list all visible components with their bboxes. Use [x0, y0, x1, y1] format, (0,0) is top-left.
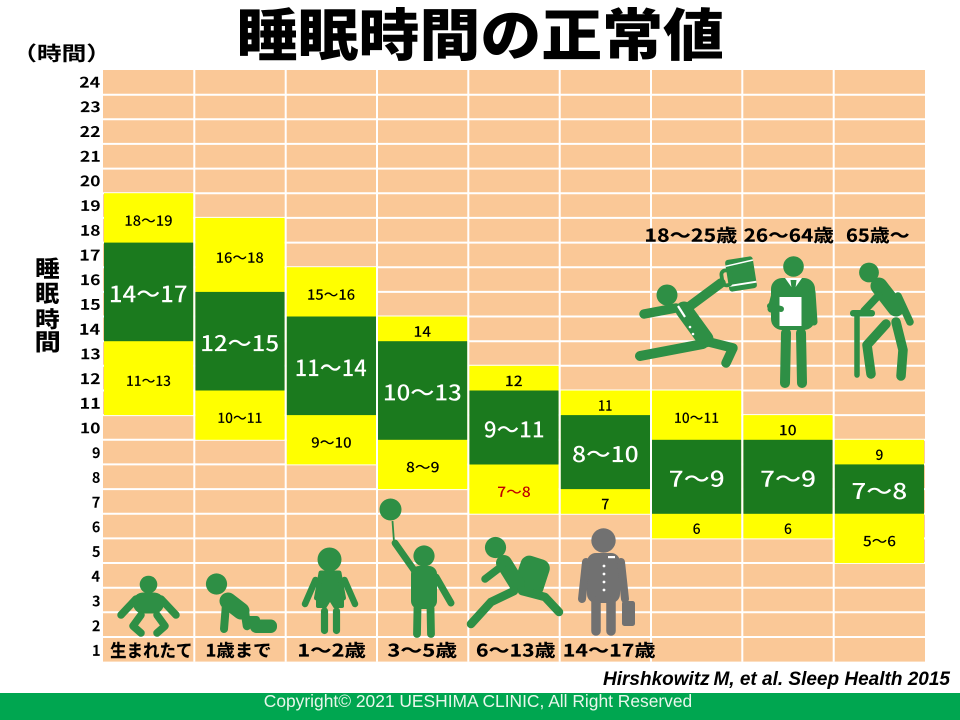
svg-text:Copyright© 2021 UESHIMA CLINIC: Copyright© 2021 UESHIMA CLINIC, All Righ…	[264, 691, 692, 711]
svg-text:Hirshkowitz M, et al. Sleep He: Hirshkowitz M, et al. Sleep Health 2015	[603, 669, 950, 690]
